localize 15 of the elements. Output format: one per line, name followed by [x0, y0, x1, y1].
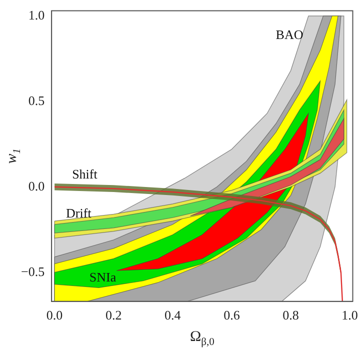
- x-tick-label: 0.2: [105, 308, 122, 323]
- y-axis-title: w1: [4, 148, 24, 164]
- y-tick-label: 0.0: [28, 178, 45, 194]
- y-tick-label: 1.0: [28, 7, 45, 22]
- y-tick-label: 0.5: [28, 92, 45, 108]
- x-tick-label: 0.0: [46, 308, 63, 323]
- annotation: Drift: [66, 206, 92, 221]
- x-tick-label: 0.4: [164, 308, 182, 323]
- annotation: SNIa: [89, 270, 116, 285]
- annotation: Shift: [72, 166, 98, 182]
- y-tick-label: −0.5: [20, 264, 45, 279]
- annotation: BAO: [276, 27, 304, 42]
- x-tick-label: 0.8: [282, 308, 299, 323]
- x-tick-label: 1.0: [342, 308, 358, 323]
- x-tick-label: 0.6: [224, 308, 240, 323]
